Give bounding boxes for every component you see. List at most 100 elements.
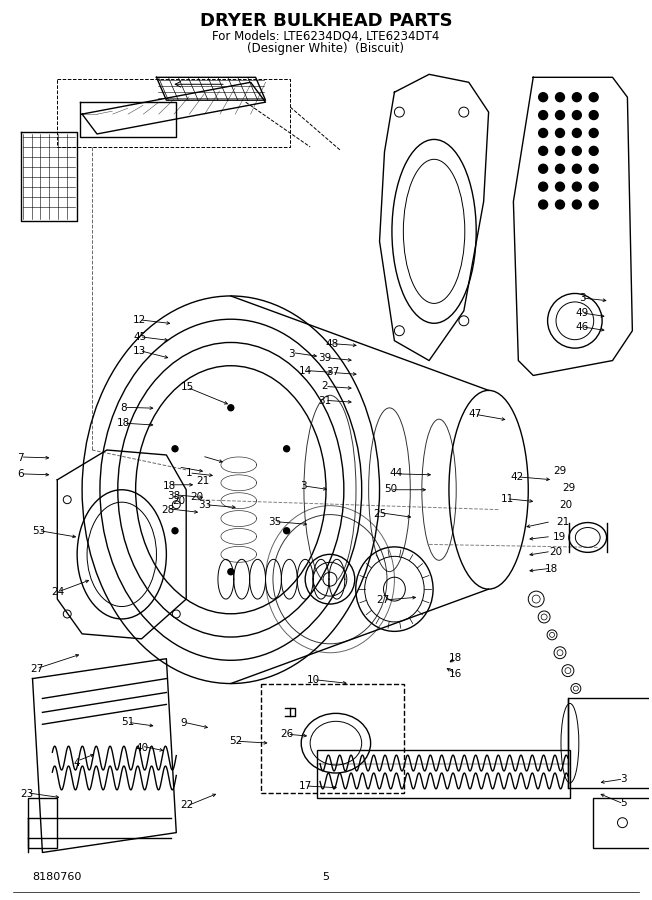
Circle shape	[556, 93, 565, 102]
Text: DRYER BULKHEAD PARTS: DRYER BULKHEAD PARTS	[200, 12, 452, 30]
Text: 12: 12	[133, 315, 147, 325]
Circle shape	[284, 446, 289, 452]
Text: 33: 33	[198, 500, 212, 510]
Text: 18: 18	[449, 653, 462, 663]
Text: 3: 3	[620, 774, 627, 784]
Text: 5: 5	[620, 798, 627, 808]
Text: 37: 37	[326, 367, 339, 377]
Circle shape	[539, 111, 548, 120]
Text: 27: 27	[376, 595, 389, 606]
Text: 11: 11	[500, 494, 514, 504]
Circle shape	[589, 129, 598, 138]
Bar	[317, 750, 570, 797]
Text: 3: 3	[288, 349, 295, 359]
Text: 7: 7	[18, 453, 24, 463]
Circle shape	[539, 165, 548, 173]
Circle shape	[172, 446, 178, 452]
Circle shape	[556, 111, 565, 120]
Text: 10: 10	[306, 675, 319, 685]
Text: 20: 20	[172, 496, 185, 506]
Text: 25: 25	[373, 508, 386, 518]
Text: 47: 47	[468, 410, 481, 419]
Circle shape	[539, 200, 548, 209]
Text: 14: 14	[299, 366, 312, 376]
Circle shape	[539, 93, 548, 102]
Text: 26: 26	[280, 729, 294, 740]
Text: 46: 46	[575, 322, 589, 332]
Circle shape	[172, 527, 178, 534]
Bar	[27, 797, 57, 848]
Circle shape	[589, 200, 598, 209]
Text: 13: 13	[133, 346, 147, 356]
Text: 45: 45	[133, 332, 147, 342]
Text: 8: 8	[121, 403, 127, 413]
Text: 27: 27	[30, 664, 43, 674]
Text: 38: 38	[168, 491, 181, 500]
Text: 3: 3	[579, 292, 585, 303]
Text: 16: 16	[449, 669, 462, 679]
Text: 28: 28	[161, 505, 174, 515]
Text: 4: 4	[74, 758, 80, 768]
Circle shape	[539, 182, 548, 191]
Circle shape	[572, 165, 582, 173]
Text: 6: 6	[18, 469, 24, 479]
Text: 5: 5	[323, 872, 329, 882]
Circle shape	[556, 165, 565, 173]
Text: (Designer White)  (Biscuit): (Designer White) (Biscuit)	[248, 42, 404, 55]
Text: 19: 19	[553, 532, 566, 542]
Circle shape	[556, 129, 565, 138]
Text: 17: 17	[299, 781, 312, 791]
Circle shape	[539, 129, 548, 138]
Text: 1: 1	[186, 468, 192, 478]
Text: 21: 21	[556, 517, 569, 526]
Circle shape	[589, 165, 598, 173]
Text: 9: 9	[181, 718, 187, 728]
Text: 52: 52	[229, 735, 242, 746]
Circle shape	[556, 182, 565, 191]
Text: 18: 18	[117, 418, 130, 428]
Circle shape	[556, 200, 565, 209]
Circle shape	[572, 182, 582, 191]
Text: 31: 31	[318, 396, 331, 406]
Text: 50: 50	[384, 484, 397, 494]
Circle shape	[589, 147, 598, 156]
Text: 20: 20	[190, 491, 203, 501]
Text: 29: 29	[563, 483, 576, 493]
Text: 22: 22	[181, 800, 194, 810]
Text: 21: 21	[196, 476, 210, 486]
Circle shape	[589, 111, 598, 120]
Text: 51: 51	[121, 717, 134, 727]
Text: 39: 39	[318, 353, 331, 363]
Circle shape	[589, 93, 598, 102]
Text: 20: 20	[559, 500, 572, 509]
Text: 42: 42	[511, 472, 524, 482]
Circle shape	[284, 527, 289, 534]
Circle shape	[228, 569, 234, 575]
Text: 8180760: 8180760	[33, 872, 82, 882]
Circle shape	[539, 147, 548, 156]
Text: 2: 2	[321, 382, 328, 392]
Circle shape	[589, 182, 598, 191]
Circle shape	[572, 93, 582, 102]
Circle shape	[572, 111, 582, 120]
Text: 23: 23	[21, 789, 34, 799]
Text: 24: 24	[51, 587, 65, 598]
Text: 53: 53	[32, 526, 45, 536]
Bar	[593, 797, 652, 848]
Circle shape	[572, 147, 582, 156]
Text: 15: 15	[181, 382, 194, 392]
Circle shape	[228, 405, 234, 410]
Text: 48: 48	[326, 338, 339, 348]
Text: 18: 18	[544, 564, 557, 574]
Circle shape	[572, 129, 582, 138]
Text: 20: 20	[550, 547, 563, 557]
Text: 44: 44	[389, 468, 402, 478]
Text: 18: 18	[163, 481, 176, 491]
Text: 40: 40	[135, 742, 148, 752]
Text: For Models: LTE6234DQ4, LTE6234DT4: For Models: LTE6234DQ4, LTE6234DT4	[213, 29, 439, 42]
Text: 35: 35	[268, 517, 281, 526]
Circle shape	[572, 200, 582, 209]
Circle shape	[556, 147, 565, 156]
Circle shape	[323, 572, 337, 586]
Text: 3: 3	[300, 481, 306, 491]
